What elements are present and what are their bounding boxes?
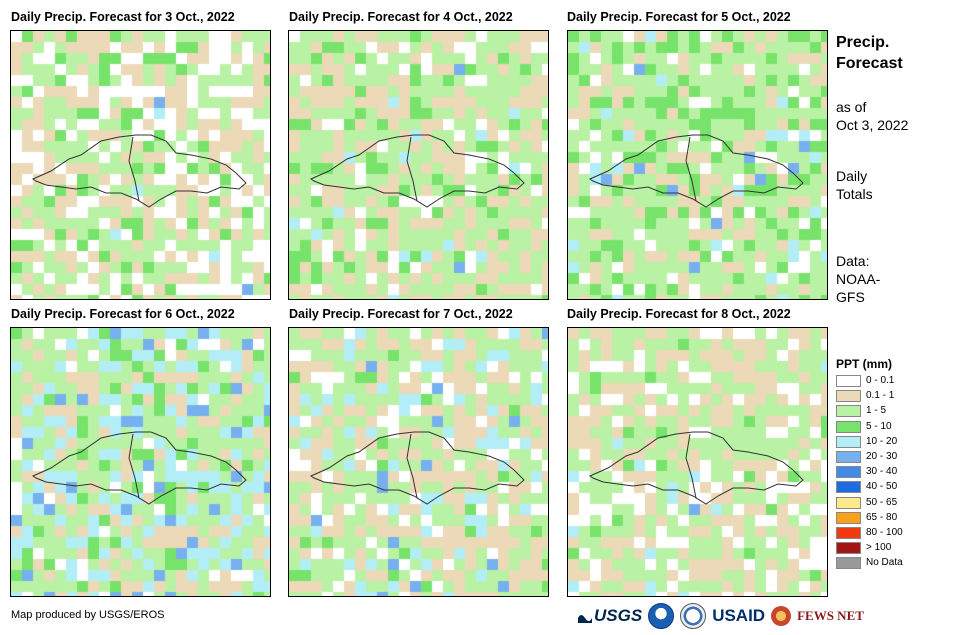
legend-item: No Data <box>836 557 903 572</box>
map-title: Precip. Forecast <box>836 32 903 74</box>
legend-swatch <box>836 435 861 448</box>
panel-title: Daily Precip. Forecast for 7 Oct., 2022 <box>289 307 513 321</box>
daily-totals-line: Totals <box>836 186 873 202</box>
legend-item: 20 - 30 <box>836 450 897 466</box>
legend-swatch <box>836 496 861 509</box>
legend-item: > 100 <box>836 542 892 557</box>
daily-totals-line: Daily <box>836 168 868 184</box>
legend-swatch <box>836 481 861 494</box>
legend-item: 10 - 20 <box>836 435 897 451</box>
legend: PPT (mm) 0 - 0.1 0.1 - 1 1 - 5 5 - 10 10 - 2… <box>836 357 903 572</box>
legend-label: > 100 <box>866 542 892 554</box>
legend-swatch <box>836 557 861 570</box>
precip-map <box>288 30 549 300</box>
legend-label: 20 - 30 <box>866 450 898 462</box>
legend-label: 50 - 65 <box>866 496 898 508</box>
island-outline <box>588 431 804 505</box>
legend-label: 10 - 20 <box>866 435 898 447</box>
legend-swatch <box>836 542 861 555</box>
legend-label: 80 - 100 <box>866 526 903 538</box>
legend-label: 1 - 5 <box>866 405 887 417</box>
precip-map <box>288 327 549 597</box>
data-source-line: NOAA- <box>836 271 881 287</box>
island-outline <box>309 134 525 208</box>
usgs-wave-icon <box>578 615 592 623</box>
fews-net-icon <box>771 606 792 626</box>
legend-item: 1 - 5 <box>836 405 892 420</box>
legend-swatch <box>836 511 861 524</box>
precip-map <box>567 30 828 300</box>
precip-map <box>567 327 828 597</box>
daily-totals-note: Daily Totals <box>836 167 873 203</box>
usgs-logo: USGS <box>578 606 642 626</box>
usgs-logo-text: USGS <box>594 606 643 625</box>
map-title-line: Forecast <box>836 55 903 72</box>
data-source-line: GFS <box>836 289 865 305</box>
legend-item: 65 - 80 <box>836 511 897 527</box>
legend-label: 30 - 40 <box>866 466 898 478</box>
data-source-note: Data: NOAA- GFS <box>836 252 880 306</box>
legend-label: No Data <box>866 557 903 569</box>
logo-strip: USGS USAID FEWS NET <box>578 600 864 632</box>
legend-item: 5 - 10 <box>836 420 892 436</box>
panel-title: Daily Precip. Forecast for 5 Oct., 2022 <box>567 10 791 24</box>
state-seal-icon <box>680 603 707 629</box>
panel-title: Daily Precip. Forecast for 8 Oct., 2022 <box>567 307 791 321</box>
precip-map <box>10 30 271 300</box>
legend-swatch <box>836 375 861 387</box>
island-outline <box>309 431 525 505</box>
island-outline <box>588 134 804 208</box>
legend-label: 40 - 50 <box>866 481 898 493</box>
legend-item: 50 - 65 <box>836 496 897 512</box>
legend-item: 80 - 100 <box>836 526 903 542</box>
legend-item: 40 - 50 <box>836 481 897 496</box>
legend-swatch <box>836 526 861 539</box>
legend-item: 30 - 40 <box>836 466 897 481</box>
legend-swatch <box>836 466 861 479</box>
map-credit: Map produced by USGS/EROS <box>11 609 165 621</box>
map-title-line: Precip. <box>836 34 890 51</box>
as-of-label: as of <box>836 99 867 115</box>
legend-swatch <box>836 420 861 433</box>
legend-title: PPT (mm) <box>836 357 893 371</box>
legend-item: 0 - 0.1 <box>836 375 895 390</box>
panel-title: Daily Precip. Forecast for 4 Oct., 2022 <box>289 10 513 24</box>
legend-item: 0.1 - 1 <box>836 390 895 405</box>
noaa-logo-icon <box>648 603 675 629</box>
data-source-line: Data: <box>836 253 870 269</box>
legend-label: 5 - 10 <box>866 420 892 432</box>
island-outline <box>31 134 247 208</box>
island-outline <box>31 431 247 505</box>
fews-net-logo: FEWS NET <box>797 608 864 623</box>
as-of-value: Oct 3, 2022 <box>836 117 909 133</box>
precip-map <box>10 327 271 597</box>
legend-swatch <box>836 390 861 403</box>
legend-swatch <box>836 450 861 463</box>
legend-label: 0.1 - 1 <box>866 390 895 402</box>
legend-swatch <box>836 405 861 418</box>
as-of-date: as of Oct 3, 2022 <box>836 98 908 134</box>
panel-title: Daily Precip. Forecast for 3 Oct., 2022 <box>11 10 235 24</box>
usaid-logo: USAID <box>712 606 766 625</box>
legend-label: 0 - 0.1 <box>866 375 895 386</box>
legend-label: 65 - 80 <box>866 511 898 523</box>
panel-title: Daily Precip. Forecast for 6 Oct., 2022 <box>11 307 235 321</box>
